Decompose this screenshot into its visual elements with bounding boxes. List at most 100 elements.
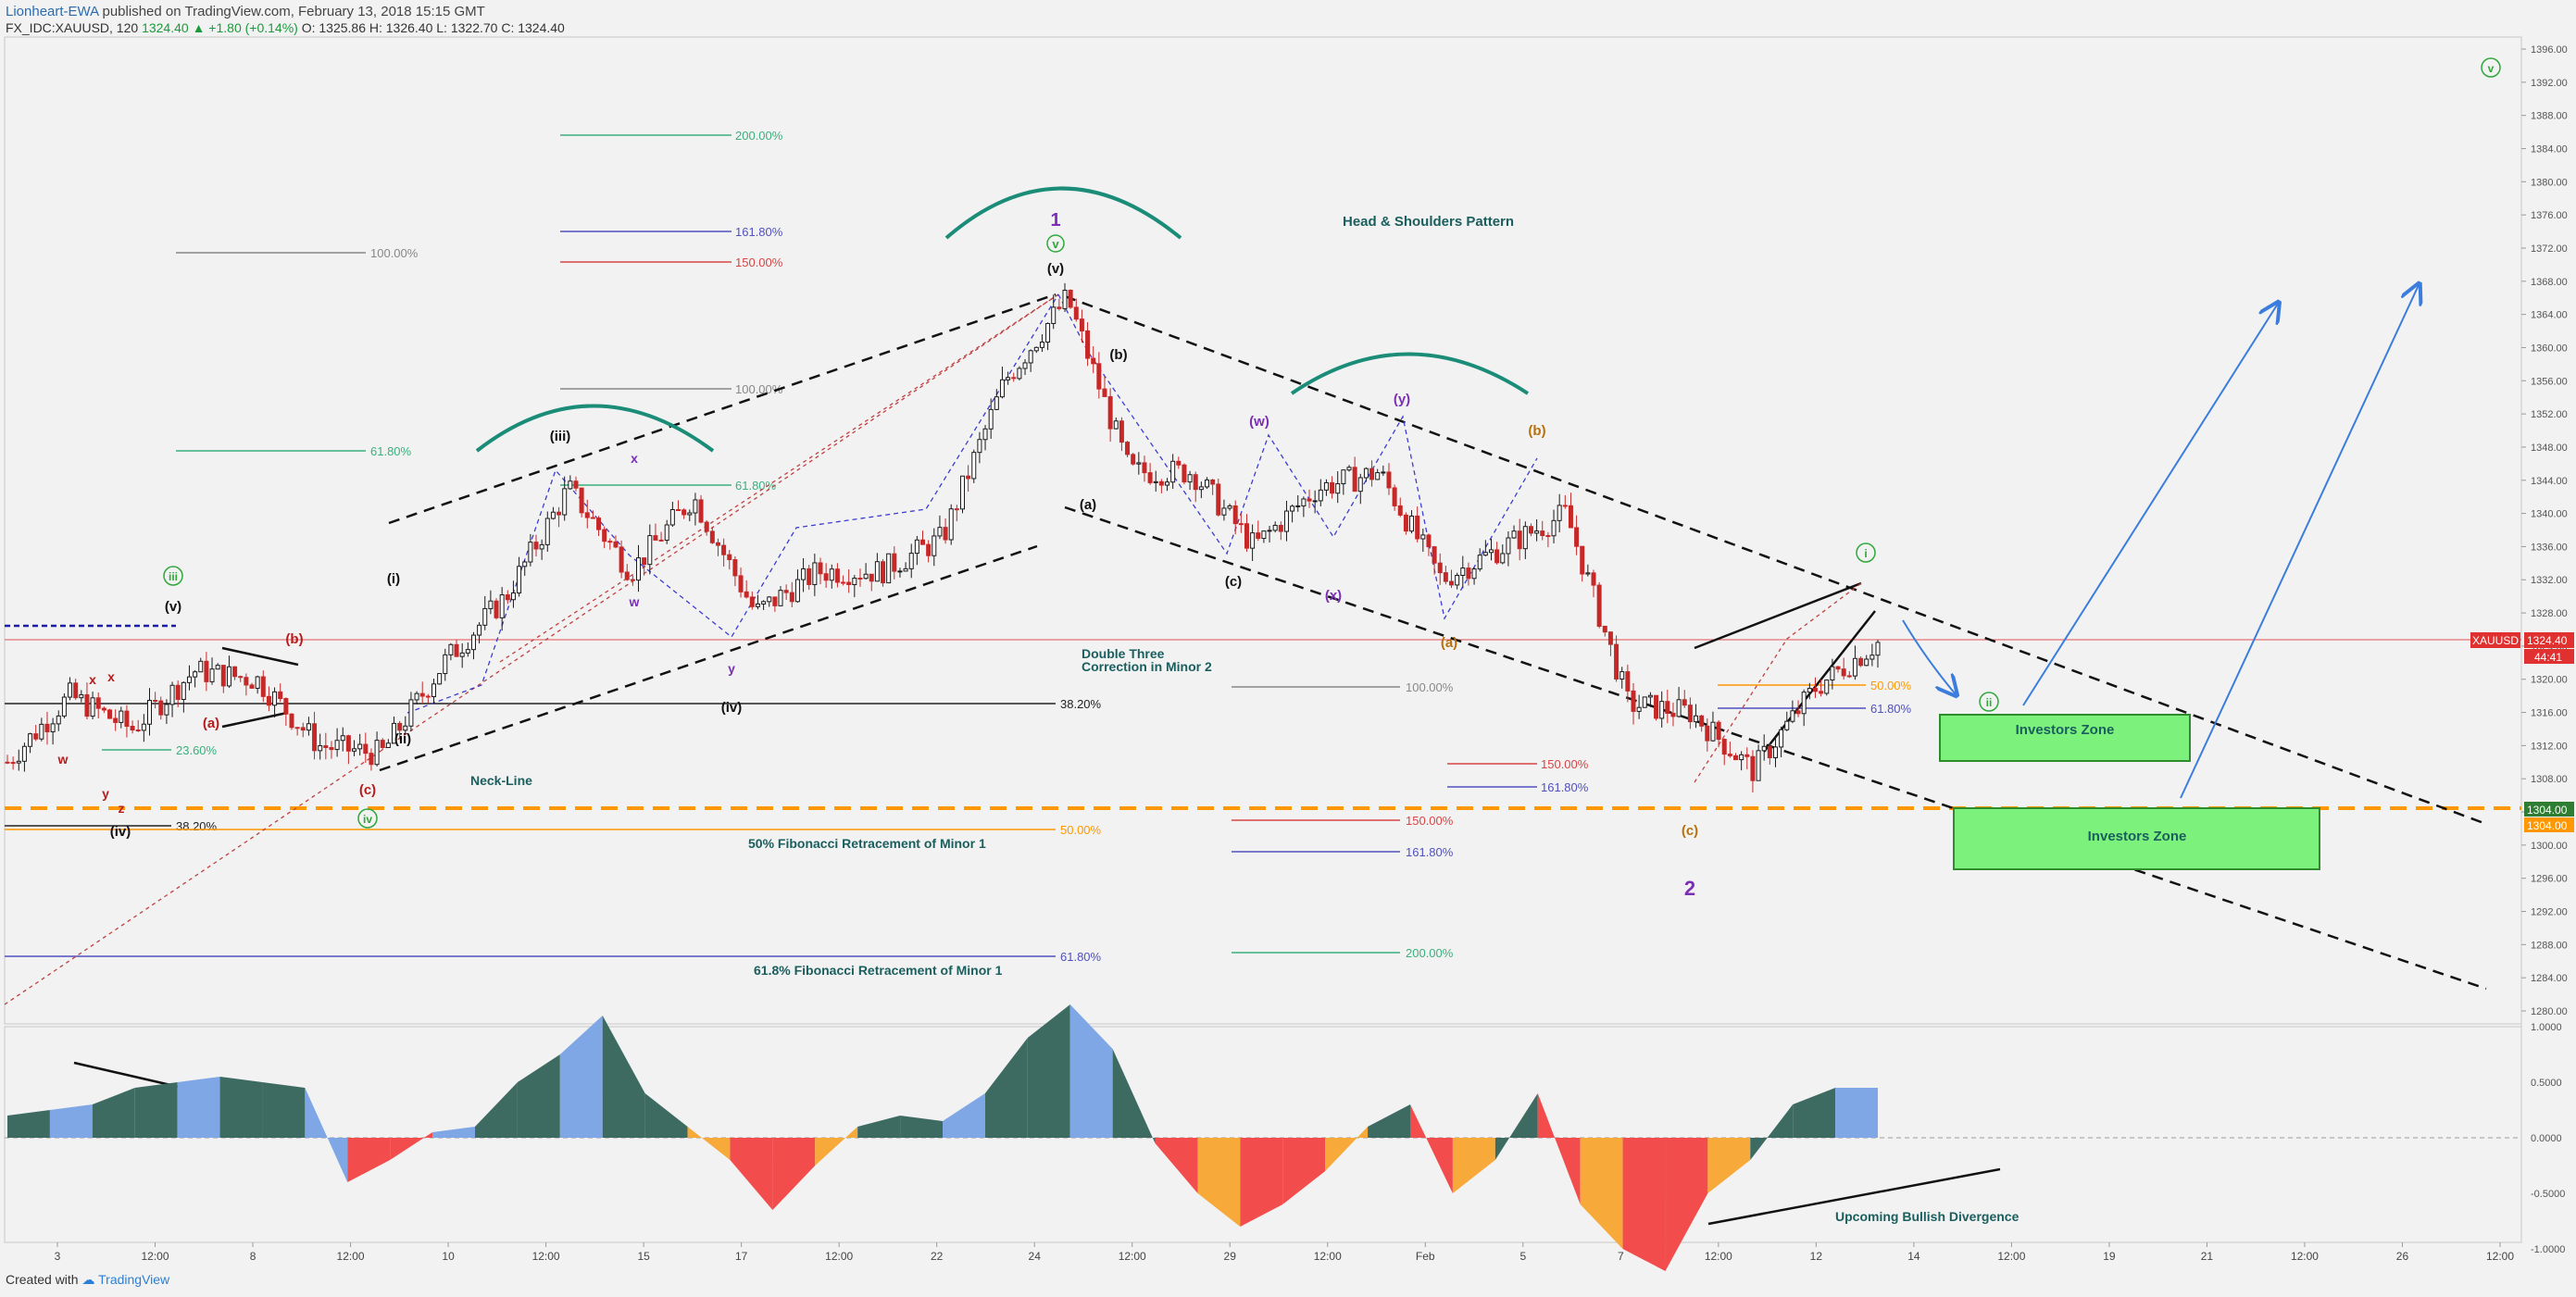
price-axis[interactable]: 1396.00 1392.00 1388.00 1384.00 1380.00 1376.…	[2521, 44, 2568, 1017]
svg-text:(a): (a)	[203, 716, 219, 731]
investors-zone-2[interactable]	[1953, 807, 2320, 870]
candle	[1585, 564, 1591, 577]
time-tick-label: 12:00	[1705, 1250, 1732, 1263]
time-tick-label: 12	[1810, 1250, 1823, 1263]
candle	[1607, 631, 1613, 656]
candle	[477, 622, 482, 644]
candle	[801, 557, 807, 592]
candle	[1011, 372, 1017, 382]
candle	[1654, 694, 1659, 721]
svg-text:(iii): (iii)	[550, 429, 571, 444]
candle	[1227, 504, 1232, 511]
osc-segment	[772, 1138, 816, 1210]
candle	[709, 527, 715, 544]
candle	[1779, 726, 1784, 758]
price-tick-label: 1316.00	[2531, 708, 2568, 719]
candle	[1392, 484, 1397, 511]
candle	[977, 431, 982, 464]
time-tick-label: Feb	[1416, 1250, 1435, 1263]
price-tick-label: 1332.00	[2531, 575, 2568, 586]
candle	[44, 711, 50, 745]
publish-text: published on TradingView.com, February 1…	[102, 4, 485, 19]
candle	[1694, 704, 1699, 729]
head-shoulders-arcs	[475, 186, 1530, 453]
candle	[807, 565, 812, 590]
candle	[352, 740, 357, 756]
time-tick-label: 12:00	[825, 1250, 853, 1263]
svg-text:x: x	[107, 669, 115, 684]
candle	[522, 560, 528, 576]
price-tick-label: 1344.00	[2531, 476, 2568, 487]
price-pane[interactable]	[4, 36, 2522, 1025]
candle	[397, 720, 403, 740]
candle	[1136, 452, 1142, 475]
candle	[1028, 349, 1033, 372]
svg-text:v: v	[1052, 237, 1059, 251]
candle	[50, 717, 56, 745]
candle	[823, 563, 829, 588]
candle	[778, 586, 783, 606]
fib-label: 161.80%	[735, 225, 783, 239]
author-link[interactable]: Lionheart-EWA	[6, 4, 99, 19]
candle	[482, 595, 488, 630]
svg-text:(v): (v)	[1047, 261, 1064, 277]
candle	[613, 535, 619, 549]
candle	[517, 556, 522, 597]
candle	[169, 681, 175, 717]
oscillator-axis[interactable]: 1.0000 0.5000 0.0000 -0.5000 -1.0000	[2531, 1022, 2565, 1255]
price-tick-label: 1280.00	[2531, 1006, 2568, 1017]
channel-line	[499, 293, 1059, 663]
price-tick-label: 1376.00	[2531, 210, 2568, 221]
candle	[329, 741, 334, 759]
svg-text:44:41: 44:41	[2534, 651, 2562, 664]
time-axis[interactable]: 3 12:00 8 12:00 10 12:00 15 17 12:00 22 24 12:00 29 1…	[55, 1242, 2515, 1263]
osc-segment	[305, 1088, 348, 1182]
candle	[1795, 700, 1801, 717]
candle	[1006, 371, 1011, 385]
candle	[494, 598, 499, 620]
candle	[130, 720, 135, 734]
candle	[1420, 529, 1426, 553]
wave-path-1	[406, 293, 1059, 714]
osc-segment	[219, 1077, 263, 1138]
candle	[1170, 454, 1176, 490]
candle	[1659, 691, 1665, 728]
price-tick-label: 1392.00	[2531, 78, 2568, 89]
price-tick-label: 1340.00	[2531, 509, 2568, 520]
investors-zone-1[interactable]	[1939, 714, 2191, 762]
candle	[1477, 548, 1482, 572]
candle	[1824, 680, 1830, 696]
candle	[10, 756, 16, 770]
candle	[602, 526, 607, 549]
candle	[1256, 520, 1261, 542]
candle	[971, 449, 977, 483]
projection-arrows	[1902, 285, 2419, 799]
osc-tick-label: 1.0000	[2531, 1022, 2562, 1033]
created-with: Created with	[6, 1272, 79, 1287]
svg-text:(b): (b)	[1109, 347, 1127, 363]
wave-circle	[1046, 234, 1065, 253]
tradingview-link[interactable]: TradingView	[98, 1272, 170, 1287]
candle	[1602, 625, 1607, 637]
candle	[68, 677, 73, 701]
candle	[443, 648, 448, 681]
candle	[1158, 479, 1164, 493]
candle	[1142, 455, 1147, 482]
svg-text:Upcoming Bullish Divergence: Upcoming Bullish Divergence	[1835, 1209, 2020, 1224]
symbol-line[interactable]: FX_IDC:XAUUSD, 120	[6, 20, 139, 35]
price-tick-label: 1384.00	[2531, 143, 2568, 155]
svg-text:Neck-Line: Neck-Line	[470, 773, 532, 788]
tradingview-logo-icon[interactable]: ☁	[81, 1272, 95, 1287]
svg-text:(v): (v)	[165, 599, 181, 615]
footer: Created with ☁ TradingView	[6, 1272, 169, 1288]
osc-segment	[92, 1088, 135, 1138]
candle	[1733, 753, 1739, 761]
candle	[897, 567, 903, 578]
candle	[266, 686, 271, 712]
candle	[61, 693, 67, 718]
svg-text:1304.00: 1304.00	[2527, 819, 2568, 832]
candle	[1449, 569, 1455, 589]
candle	[1727, 742, 1732, 758]
candle	[1568, 493, 1573, 529]
